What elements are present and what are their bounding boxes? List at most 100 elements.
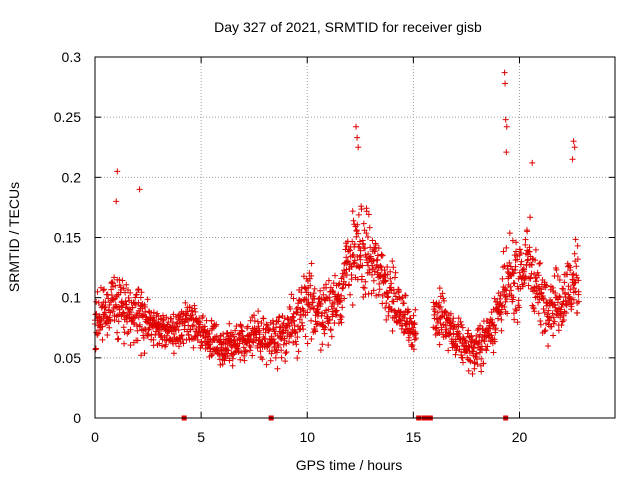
data-point (322, 324, 329, 331)
data-point (254, 344, 261, 351)
data-point (433, 325, 440, 332)
data-point (122, 298, 129, 305)
data-point (93, 310, 100, 317)
data-point (497, 292, 504, 299)
data-point (350, 217, 357, 224)
data-point (349, 302, 356, 309)
y-axis-ticks: 0 0.05 0.1 0.15 0.2 0.25 0.3 (54, 49, 615, 426)
data-point (478, 368, 485, 375)
data-point (278, 336, 285, 343)
data-point (290, 295, 297, 302)
data-point (168, 315, 175, 322)
data-point (487, 325, 494, 332)
data-point (224, 353, 231, 360)
data-point (467, 358, 474, 365)
data-point (356, 253, 363, 260)
data-point (120, 309, 127, 316)
data-point (115, 318, 122, 325)
data-point (159, 342, 166, 349)
data-point (294, 354, 301, 361)
data-point (283, 349, 290, 356)
data-point (391, 290, 398, 297)
data-point (362, 245, 369, 252)
data-point (348, 264, 355, 271)
data-point (95, 299, 102, 306)
data-point (461, 337, 468, 344)
data-point (363, 230, 370, 237)
data-point (521, 268, 528, 275)
data-point (296, 326, 303, 333)
data-point (385, 293, 392, 300)
data-point (247, 344, 254, 351)
data-point (498, 316, 505, 323)
data-point (491, 295, 498, 302)
data-point (510, 310, 517, 317)
data-point (134, 327, 141, 334)
data-point (436, 341, 443, 348)
data-point (455, 323, 462, 330)
data-point (267, 357, 274, 364)
data-point (445, 347, 452, 354)
data-point (497, 311, 504, 318)
data-point (338, 292, 345, 299)
data-point (111, 274, 118, 281)
data-point (473, 332, 480, 339)
data-point (118, 286, 125, 293)
data-point (447, 325, 454, 332)
data-point (216, 351, 223, 358)
data-point (557, 294, 564, 301)
data-point (490, 349, 497, 356)
data-point (558, 303, 565, 310)
data-point (378, 264, 385, 271)
x-tick-label: 0 (91, 429, 99, 445)
y-tick-label: 0.25 (54, 109, 81, 125)
data-point (356, 243, 363, 250)
data-point (113, 198, 120, 205)
data-point (452, 351, 459, 358)
data-point (236, 340, 243, 347)
data-point (319, 341, 326, 348)
data-point (280, 341, 287, 348)
data-point (127, 289, 134, 296)
data-point (282, 350, 289, 357)
data-point (531, 271, 538, 278)
data-point (109, 308, 116, 315)
data-point (463, 348, 470, 355)
data-point (521, 277, 528, 284)
data-point (459, 324, 466, 331)
data-point (384, 263, 391, 270)
data-point (296, 316, 303, 323)
data-point (469, 370, 476, 377)
data-point (338, 319, 345, 326)
data-point (570, 138, 577, 145)
data-point (539, 293, 546, 300)
data-point (471, 365, 478, 372)
data-point (550, 332, 557, 339)
data-point (370, 277, 377, 284)
data-point (503, 123, 510, 130)
data-point (115, 335, 122, 342)
data-point (274, 365, 281, 372)
data-point (391, 274, 398, 281)
data-point (432, 308, 439, 315)
data-point (465, 367, 472, 374)
x-tick-label: 10 (299, 429, 315, 445)
data-point (537, 259, 544, 266)
data-point (503, 244, 510, 251)
data-point (226, 357, 233, 364)
data-point (123, 301, 130, 308)
data-point (144, 296, 151, 303)
data-point (287, 306, 294, 313)
data-point (373, 261, 380, 268)
data-point (390, 264, 397, 271)
data-point (119, 277, 126, 284)
data-point (575, 298, 582, 305)
data-point (127, 309, 134, 316)
data-point (381, 267, 388, 274)
data-point (340, 274, 347, 281)
data-point (191, 305, 198, 312)
data-point (379, 252, 386, 259)
data-point (213, 321, 220, 328)
data-point (298, 284, 305, 291)
data-point (133, 291, 140, 298)
